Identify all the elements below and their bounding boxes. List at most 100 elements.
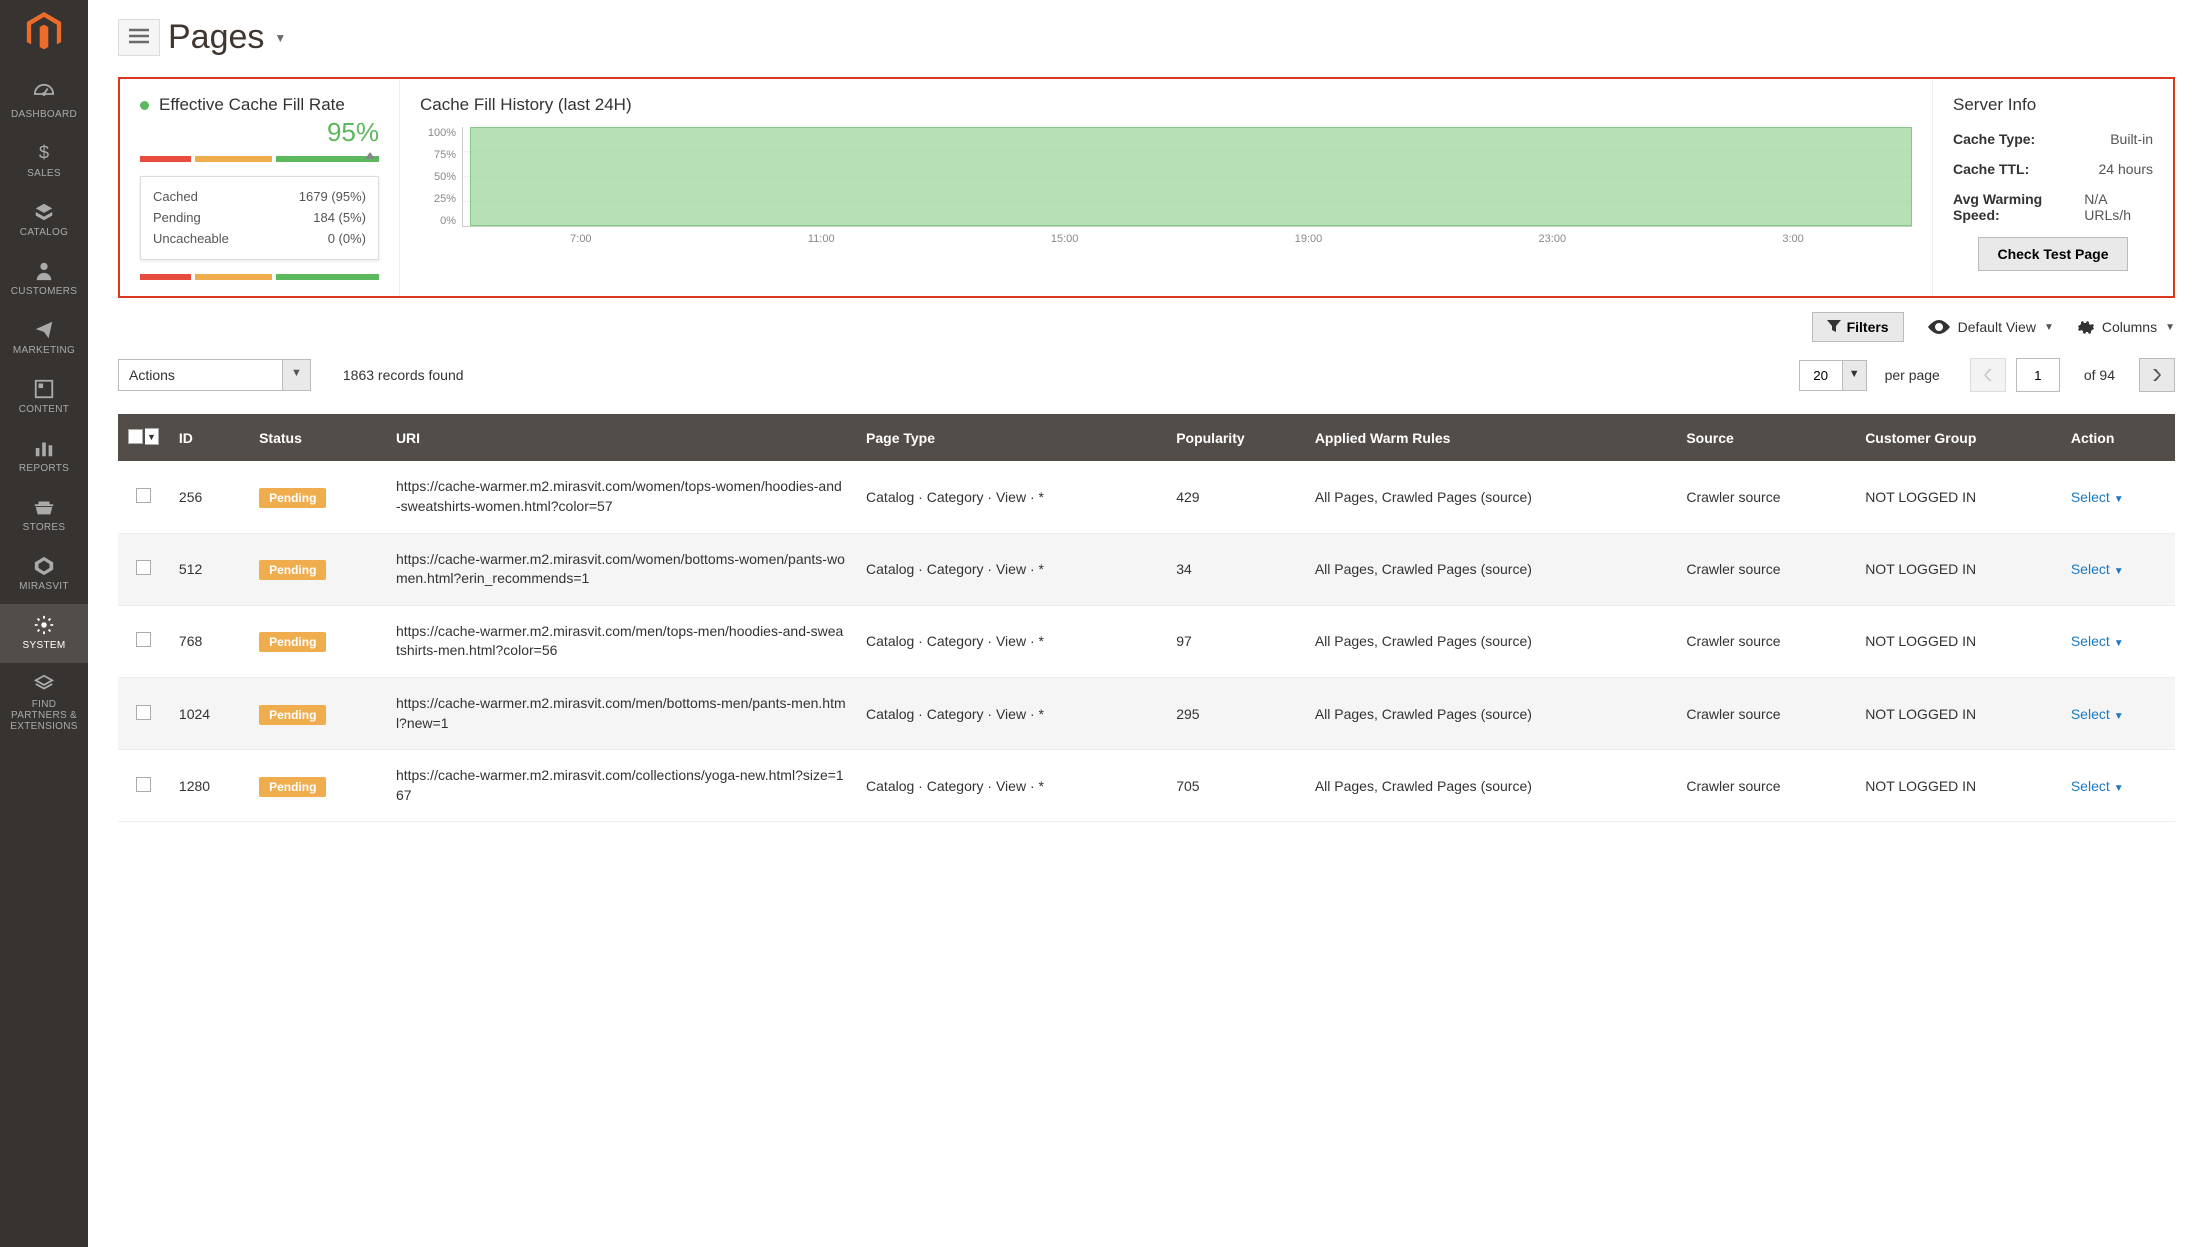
hamburger-icon	[129, 28, 149, 44]
status-badge: Pending	[259, 488, 326, 508]
nav-icon	[33, 496, 55, 518]
status-badge: Pending	[259, 560, 326, 580]
cell-id: 256	[169, 461, 249, 533]
nav-item-system[interactable]: SYSTEM	[0, 604, 88, 663]
row-checkbox[interactable]	[136, 632, 151, 647]
nav-item-marketing[interactable]: MARKETING	[0, 309, 88, 368]
cell-popularity: 429	[1166, 461, 1305, 533]
cell-source: Crawler source	[1676, 533, 1855, 605]
row-action-select[interactable]: Select▼	[2071, 633, 2124, 649]
cell-rules: All Pages, Crawled Pages (source)	[1305, 461, 1677, 533]
nav-item-customers[interactable]: CUSTOMERS	[0, 250, 88, 309]
cell-status: Pending	[249, 461, 386, 533]
caret-down-icon: ▼	[2114, 783, 2124, 794]
admin-sidebar: DASHBOARD$SALESCATALOGCUSTOMERSMARKETING…	[0, 0, 88, 1247]
cell-uri: https://cache-warmer.m2.mirasvit.com/wom…	[386, 461, 856, 533]
page-size-caret-icon[interactable]: ▼	[1843, 360, 1867, 391]
select-all-header[interactable]: ▼	[118, 414, 169, 461]
chevron-left-icon	[1984, 369, 1992, 381]
filters-button[interactable]: Filters	[1812, 312, 1904, 342]
title-dropdown-icon[interactable]: ▼	[274, 31, 286, 45]
status-badge: Pending	[259, 705, 326, 725]
eye-icon	[1928, 320, 1950, 334]
cell-group: NOT LOGGED IN	[1855, 533, 2061, 605]
cell-uri: https://cache-warmer.m2.mirasvit.com/men…	[386, 677, 856, 749]
nav-item-catalog[interactable]: CATALOG	[0, 191, 88, 250]
chevron-right-icon	[2153, 369, 2161, 381]
nav-item-dashboard[interactable]: DASHBOARD	[0, 73, 88, 132]
col-status[interactable]: Status	[249, 414, 386, 461]
caret-down-icon: ▼	[2114, 638, 2124, 649]
nav-item-find-partners-extensions[interactable]: FIND PARTNERS & EXTENSIONS	[0, 663, 88, 744]
checkbox-icon	[128, 429, 143, 444]
row-checkbox[interactable]	[136, 777, 151, 792]
cell-rules: All Pages, Crawled Pages (source)	[1305, 533, 1677, 605]
col-uri[interactable]: URI	[386, 414, 856, 461]
col-customer-group[interactable]: Customer Group	[1855, 414, 2061, 461]
row-action-select[interactable]: Select▼	[2071, 489, 2124, 505]
fill-rate-percent: 95%	[140, 117, 379, 148]
page-title: Pages	[168, 18, 264, 57]
columns-dropdown[interactable]: Columns ▼	[2078, 319, 2175, 335]
cell-rules: All Pages, Crawled Pages (source)	[1305, 605, 1677, 677]
cell-status: Pending	[249, 605, 386, 677]
grid-controls: Actions ▼ 1863 records found ▼ per page …	[118, 358, 2175, 392]
caret-down-icon: ▼	[2165, 322, 2175, 333]
col-rules[interactable]: Applied Warm Rules	[1305, 414, 1677, 461]
nav-item-stores[interactable]: STORES	[0, 486, 88, 545]
table-row: 512Pendinghttps://cache-warmer.m2.mirasv…	[118, 533, 2175, 605]
row-checkbox[interactable]	[136, 560, 151, 575]
actions-caret-icon[interactable]: ▼	[283, 359, 311, 391]
cell-popularity: 34	[1166, 533, 1305, 605]
row-action-select[interactable]: Select▼	[2071, 778, 2124, 794]
col-page-type[interactable]: Page Type	[856, 414, 1166, 461]
status-dot-icon	[140, 101, 149, 110]
col-id[interactable]: ID	[169, 414, 249, 461]
cell-group: NOT LOGGED IN	[1855, 605, 2061, 677]
row-checkbox[interactable]	[136, 705, 151, 720]
cell-page-type: Catalog · Category · View · *	[856, 533, 1166, 605]
page-header: Pages ▼	[118, 18, 2175, 57]
col-action[interactable]: Action	[2061, 414, 2175, 461]
prev-page-button[interactable]	[1970, 358, 2006, 392]
col-popularity[interactable]: Popularity	[1166, 414, 1305, 461]
actions-dropdown[interactable]: Actions	[118, 359, 283, 391]
chart-title: Cache Fill History (last 24H)	[420, 95, 1912, 115]
nav-icon	[33, 201, 55, 223]
cell-id: 768	[169, 605, 249, 677]
default-view-dropdown[interactable]: Default View ▼	[1928, 319, 2054, 335]
nav-item-sales[interactable]: $SALES	[0, 132, 88, 191]
chart-plot	[462, 127, 1912, 227]
row-checkbox[interactable]	[136, 488, 151, 503]
cell-page-type: Catalog · Category · View · *	[856, 605, 1166, 677]
page-size-input[interactable]	[1799, 360, 1843, 391]
col-source[interactable]: Source	[1676, 414, 1855, 461]
page-number-input[interactable]	[2016, 358, 2060, 392]
nav-icon	[33, 555, 55, 577]
svg-text:$: $	[39, 142, 49, 163]
next-page-button[interactable]	[2139, 358, 2175, 392]
row-action-select[interactable]: Select▼	[2071, 561, 2124, 577]
cell-page-type: Catalog · Category · View · *	[856, 750, 1166, 822]
menu-toggle-button[interactable]	[118, 19, 160, 56]
chart-fill-area	[470, 127, 1912, 226]
check-test-page-button[interactable]: Check Test Page	[1978, 237, 2127, 271]
cell-page-type: Catalog · Category · View · *	[856, 461, 1166, 533]
cell-rules: All Pages, Crawled Pages (source)	[1305, 750, 1677, 822]
cell-status: Pending	[249, 677, 386, 749]
cell-group: NOT LOGGED IN	[1855, 461, 2061, 533]
fill-rate-title: Effective Cache Fill Rate	[140, 95, 379, 115]
cell-uri: https://cache-warmer.m2.mirasvit.com/col…	[386, 750, 856, 822]
nav-icon	[33, 378, 55, 400]
cell-group: NOT LOGGED IN	[1855, 750, 2061, 822]
cell-popularity: 97	[1166, 605, 1305, 677]
nav-item-reports[interactable]: REPORTS	[0, 427, 88, 486]
caret-down-icon: ▼	[2114, 711, 2124, 722]
pages-table: ▼ ID Status URI Page Type Popularity App…	[118, 414, 2175, 822]
nav-item-mirasvit[interactable]: MIRASVIT	[0, 545, 88, 604]
nav-icon	[33, 83, 55, 105]
nav-icon	[33, 437, 55, 459]
nav-item-content[interactable]: CONTENT	[0, 368, 88, 427]
gear-icon	[2078, 319, 2094, 335]
row-action-select[interactable]: Select▼	[2071, 706, 2124, 722]
